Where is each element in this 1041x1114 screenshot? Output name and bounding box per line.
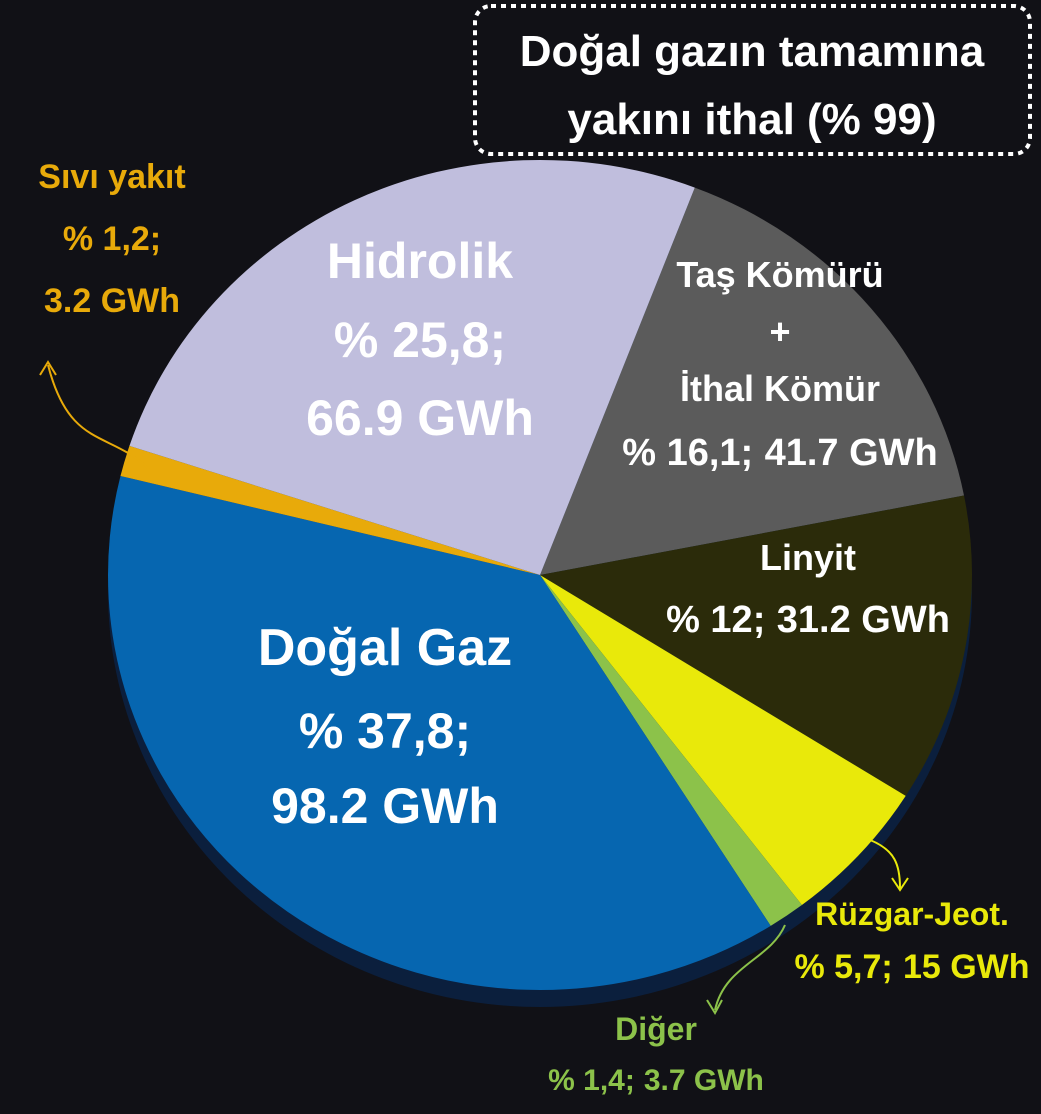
gwh-label: 3.2 GWh [44,282,180,320]
labels: Taş Kömürü + İthal Kömür % 16,1; 41.7 GWh Lin… [38,158,1029,1097]
gwh-label-line: 66.9 GWh [306,390,534,446]
value-label-line: % 16,1; 41.7 GWh [622,432,938,474]
value-label: % 25,8; [334,312,506,368]
arrow [47,364,151,471]
value-label: % 12; [666,599,765,641]
annotation: Doğal gazın tamamına [520,27,985,76]
arrow [714,924,786,1011]
value-label: % 5,7; [794,948,892,986]
slice-label: Doğal Gaz [258,619,512,677]
callout-box [473,4,1032,156]
gwh-label: 31.2 GWh [777,599,950,641]
pie-slice [540,575,802,926]
value-label-line: % 37,8; [299,703,471,759]
gwh-label: 41.7 GWh [765,432,938,474]
value-label-line: % 1,4; 3.7 GWh [548,1064,764,1097]
pie-slice [540,575,906,906]
slice-label: Rüzgar-Jeot. [815,896,1009,932]
pie-slice [540,495,973,796]
value-label: % 16,1; [622,432,753,474]
slice-label: Hidrolik [327,233,513,289]
value-label: % 37,8; [299,703,471,759]
arrow [869,839,901,889]
slice-label: Taş Kömürü + İthal Kömür [676,254,883,409]
value-label: % 1,4; [548,1064,635,1097]
value-label-line: % 12; 31.2 GWh [666,599,950,641]
value-label-line: % 1,2; [63,220,161,258]
value-label-line: % 25,8; [334,312,506,368]
arrow-head [39,360,57,376]
slices [107,160,973,990]
arrow-head [706,999,723,1016]
pie-slice [129,160,695,576]
gwh-label: 15 GWh [903,948,1030,986]
value-label: % 1,2; [63,220,161,258]
value-label-line: % 5,7; 15 GWh [794,948,1029,986]
slice-label: Diğer [615,1011,697,1047]
arrow-head [891,877,909,892]
gwh-label-line: 98.2 GWh [271,778,499,834]
annotation: yakını ithal (% 99) [567,95,936,144]
slice-label: Sıvı yakıt [38,158,185,196]
gwh-label: 3.7 GWh [644,1064,764,1097]
gwh-label: 66.9 GWh [306,390,534,446]
slice-label: Linyit [760,537,856,578]
pie-slice [540,187,965,575]
pie-slice [107,476,771,990]
gwh-label: 98.2 GWh [271,778,499,834]
gwh-label-line: 3.2 GWh [44,282,180,320]
pie-slice [120,445,540,575]
